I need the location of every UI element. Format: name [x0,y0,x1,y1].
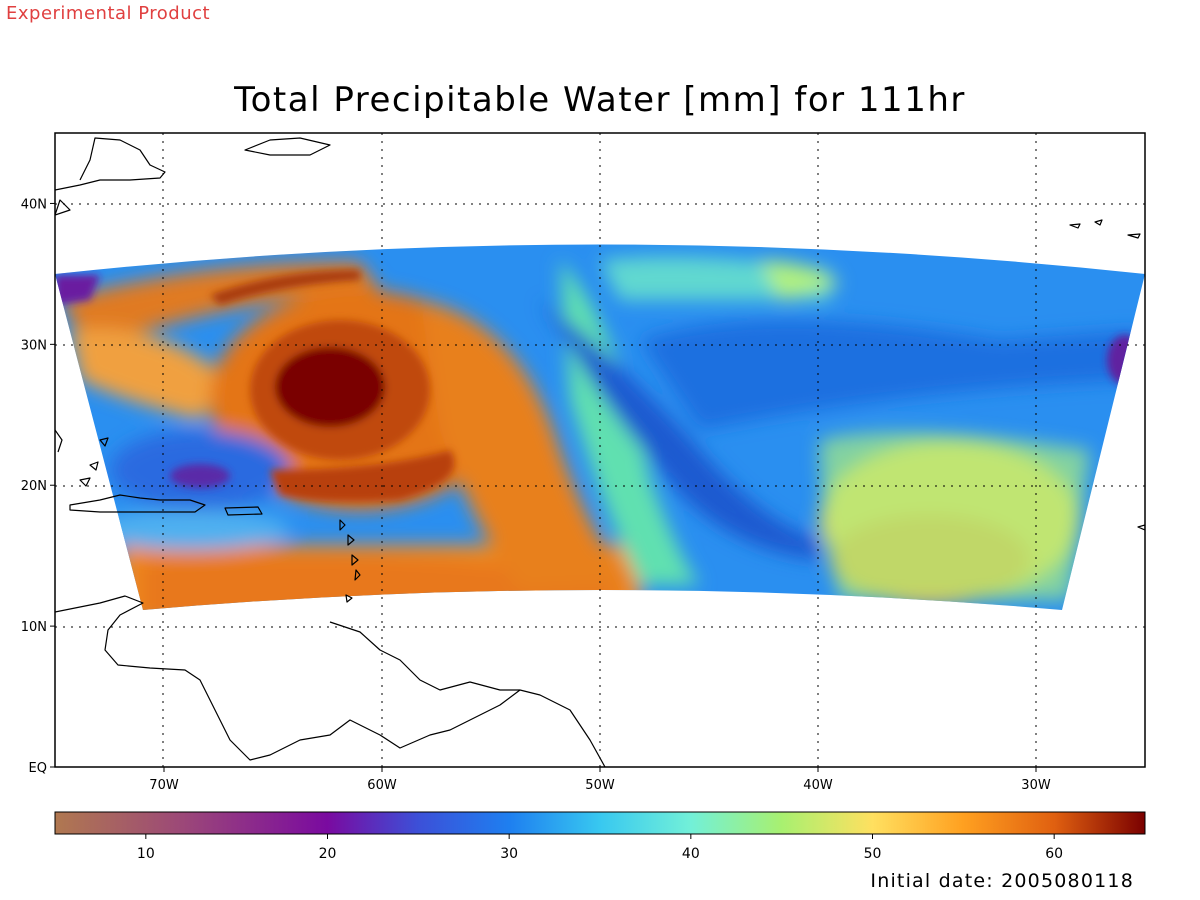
lon-tick-label: 50W [585,778,615,793]
experimental-product-label: Experimental Product [6,3,211,24]
initial-date-label: Initial date: 2005080118 [870,870,1134,892]
colorbar-tick-label: 20 [319,846,337,862]
lat-tick-label: 10N [21,620,47,635]
lon-tick-label: 60W [367,778,397,793]
lon-tick-label: 40W [803,778,833,793]
colorbar [54,811,1146,835]
longitude-labels: 70W 60W 50W 40W 30W [149,767,1051,793]
colorbar-tick-label: 50 [864,846,882,862]
lat-tick-label: 20N [21,479,47,494]
colorbar-ticks: 10 20 30 40 50 60 [137,834,1063,862]
colorbar-tick-label: 10 [137,846,155,862]
lat-tick-label: 30N [21,338,47,353]
graticule [55,133,1145,767]
lat-tick-label: EQ [29,761,47,776]
tpw-field [55,244,1145,610]
lat-tick-label: 40N [21,197,47,212]
lon-tick-label: 70W [149,778,179,793]
map-title: Total Precipitable Water [mm] for 111hr [234,80,966,120]
colorbar-tick-label: 60 [1045,846,1063,862]
colorbar-tick-label: 30 [500,846,518,862]
colorbar-tick-label: 40 [682,846,700,862]
latitude-labels: EQ 10N 20N 30N 40N [21,197,55,776]
coastlines [55,137,1145,767]
lon-tick-label: 30W [1021,778,1051,793]
